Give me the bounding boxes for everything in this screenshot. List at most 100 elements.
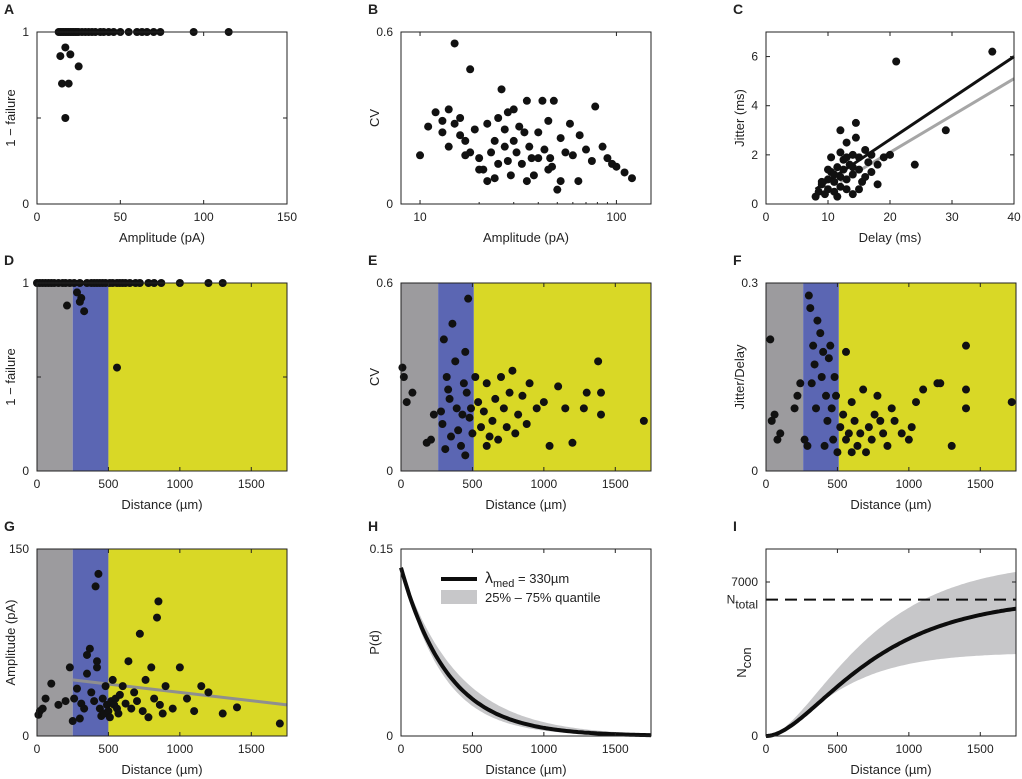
data-point <box>534 128 543 137</box>
data-point <box>809 341 818 350</box>
data-point <box>154 597 163 606</box>
x-tick-label: 0 <box>763 210 770 224</box>
data-point <box>462 388 471 397</box>
y-tick-label: 6 <box>751 50 758 64</box>
x-tick-label: 0 <box>34 742 41 756</box>
data-point <box>861 145 870 154</box>
data-point <box>56 52 65 61</box>
data-point <box>98 694 107 703</box>
data-point <box>68 717 77 726</box>
x-tick-label: 100 <box>194 210 214 224</box>
data-point <box>104 707 113 716</box>
data-point <box>538 96 547 105</box>
x-tick-label: 1000 <box>531 477 558 491</box>
data-point <box>824 354 833 363</box>
data-point <box>879 429 888 438</box>
data-point <box>823 416 832 425</box>
data-point <box>454 426 463 435</box>
data-point <box>398 363 407 372</box>
data-point <box>464 294 473 303</box>
data-point <box>488 416 497 425</box>
data-point <box>475 154 484 163</box>
data-point <box>897 429 906 438</box>
x-tick-label: 0 <box>398 477 405 491</box>
data-point <box>824 165 832 174</box>
data-point <box>598 142 607 151</box>
data-point <box>546 154 555 163</box>
data-point <box>448 319 457 328</box>
x-tick-label: 500 <box>462 742 482 756</box>
data-point <box>847 448 856 457</box>
data-point <box>438 420 447 428</box>
data-point <box>848 163 857 172</box>
fit-line-fit-gray <box>839 77 1015 184</box>
data-point <box>75 714 84 723</box>
data-point <box>864 423 873 432</box>
data-point <box>505 388 514 397</box>
data-point <box>830 177 839 186</box>
legend-band-label: 25% – 75% quantile <box>485 590 601 605</box>
data-point <box>919 385 928 394</box>
data-point <box>197 682 206 691</box>
data-point <box>87 688 96 697</box>
data-point <box>988 47 997 56</box>
data-point <box>867 168 876 177</box>
data-point <box>873 391 882 400</box>
data-point <box>587 157 596 165</box>
data-point <box>873 180 882 189</box>
data-point <box>867 435 876 444</box>
panel-I: 0 500 1000 1500 0 7000 I Distance (µm) Ntotal Nco… <box>727 518 1017 777</box>
data-point <box>842 153 851 162</box>
x-axis-label: Amplitude (pA) <box>119 230 205 245</box>
data-point <box>83 669 91 678</box>
data-point <box>565 119 574 128</box>
data-point <box>848 150 857 159</box>
panel-letter-E: E <box>368 252 377 268</box>
data-point <box>458 410 467 419</box>
data-point <box>867 150 876 159</box>
data-point <box>83 650 91 659</box>
data-point <box>833 448 842 457</box>
y-tick-label: 0 <box>751 464 758 478</box>
data-point <box>487 148 496 157</box>
x-axis-label: Distance (µm) <box>850 762 931 777</box>
data-point <box>804 291 813 300</box>
data-point <box>539 398 548 407</box>
y-axis-label: Jitter (ms) <box>732 89 747 147</box>
legend-median-label: λmed = 330µm <box>485 570 569 590</box>
data-point <box>465 413 474 422</box>
y-axis-label: CV <box>367 368 382 386</box>
axes-frame-G <box>36 548 288 737</box>
data-point <box>461 151 470 160</box>
x-tick-label: 10 <box>413 210 427 224</box>
data-point <box>603 154 612 163</box>
y-tick-label: 0 <box>386 464 393 478</box>
data-point <box>833 163 842 172</box>
data-point <box>879 153 888 162</box>
data-point <box>429 410 438 419</box>
panel-E: 0 500 1000 1500 0 0.6 E Distance (µm) CV <box>367 252 652 512</box>
ntotal-label: Ntotal <box>727 593 758 612</box>
data-point <box>864 158 873 167</box>
data-point <box>427 435 435 444</box>
y-tick-label: 0.6 <box>376 276 393 290</box>
data-point <box>851 118 860 127</box>
x-axis-label: Delay (ms) <box>859 230 922 245</box>
data-point <box>579 404 588 413</box>
data-point <box>525 379 534 388</box>
panel-letter-A: A <box>4 1 14 17</box>
data-point <box>807 379 816 388</box>
y-tick-label: 0 <box>751 197 758 211</box>
data-point <box>544 165 553 174</box>
data-point <box>218 709 227 718</box>
data-point <box>839 410 848 419</box>
data-point <box>509 105 518 114</box>
data-point <box>158 709 167 718</box>
x-axis-label: Distance (µm) <box>121 497 202 512</box>
distance-band <box>838 283 1016 471</box>
data-point <box>70 694 79 703</box>
data-point <box>438 128 447 137</box>
data-point <box>813 316 822 325</box>
median-curve <box>765 606 1017 738</box>
data-point <box>545 441 554 450</box>
